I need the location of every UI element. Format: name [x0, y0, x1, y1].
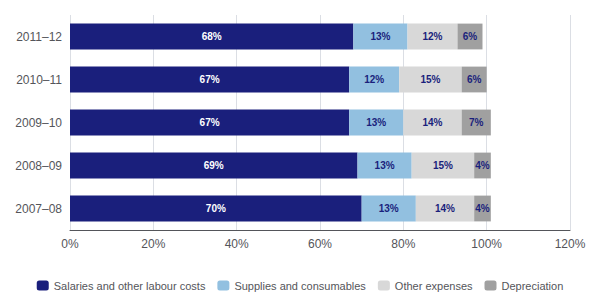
- svg-text:2011–12: 2011–12: [16, 30, 62, 44]
- svg-text:80%: 80%: [391, 237, 415, 251]
- svg-text:6%: 6%: [467, 74, 482, 85]
- svg-text:20%: 20%: [141, 237, 165, 251]
- svg-text:7%: 7%: [469, 117, 484, 128]
- svg-text:100%: 100%: [471, 237, 502, 251]
- svg-text:15%: 15%: [433, 160, 453, 171]
- svg-text:Other expenses: Other expenses: [395, 280, 473, 292]
- svg-text:2008–09: 2008–09: [15, 159, 62, 173]
- svg-text:40%: 40%: [225, 237, 249, 251]
- svg-text:70%: 70%: [206, 203, 226, 214]
- svg-text:4%: 4%: [475, 160, 490, 171]
- svg-text:67%: 67%: [200, 117, 220, 128]
- svg-text:69%: 69%: [204, 160, 224, 171]
- svg-text:15%: 15%: [420, 74, 440, 85]
- svg-text:12%: 12%: [422, 31, 442, 42]
- svg-text:2007–08: 2007–08: [15, 202, 62, 216]
- svg-text:4%: 4%: [475, 203, 490, 214]
- svg-text:13%: 13%: [379, 203, 399, 214]
- svg-text:2009–10: 2009–10: [15, 116, 62, 130]
- svg-text:14%: 14%: [435, 203, 455, 214]
- svg-text:13%: 13%: [366, 117, 386, 128]
- svg-text:67%: 67%: [200, 74, 220, 85]
- svg-text:68%: 68%: [202, 31, 222, 42]
- svg-text:13%: 13%: [375, 160, 395, 171]
- svg-text:14%: 14%: [422, 117, 442, 128]
- svg-text:Salaries and other labour cost: Salaries and other labour costs: [54, 280, 206, 292]
- svg-text:60%: 60%: [308, 237, 332, 251]
- svg-text:0%: 0%: [61, 237, 79, 251]
- svg-text:Depreciation: Depreciation: [502, 280, 564, 292]
- svg-text:Supplies and consumables: Supplies and consumables: [234, 280, 366, 292]
- svg-text:13%: 13%: [370, 31, 390, 42]
- svg-text:12%: 12%: [364, 74, 384, 85]
- svg-text:2010–11: 2010–11: [16, 73, 62, 87]
- svg-text:6%: 6%: [463, 31, 478, 42]
- svg-text:120%: 120%: [555, 237, 586, 251]
